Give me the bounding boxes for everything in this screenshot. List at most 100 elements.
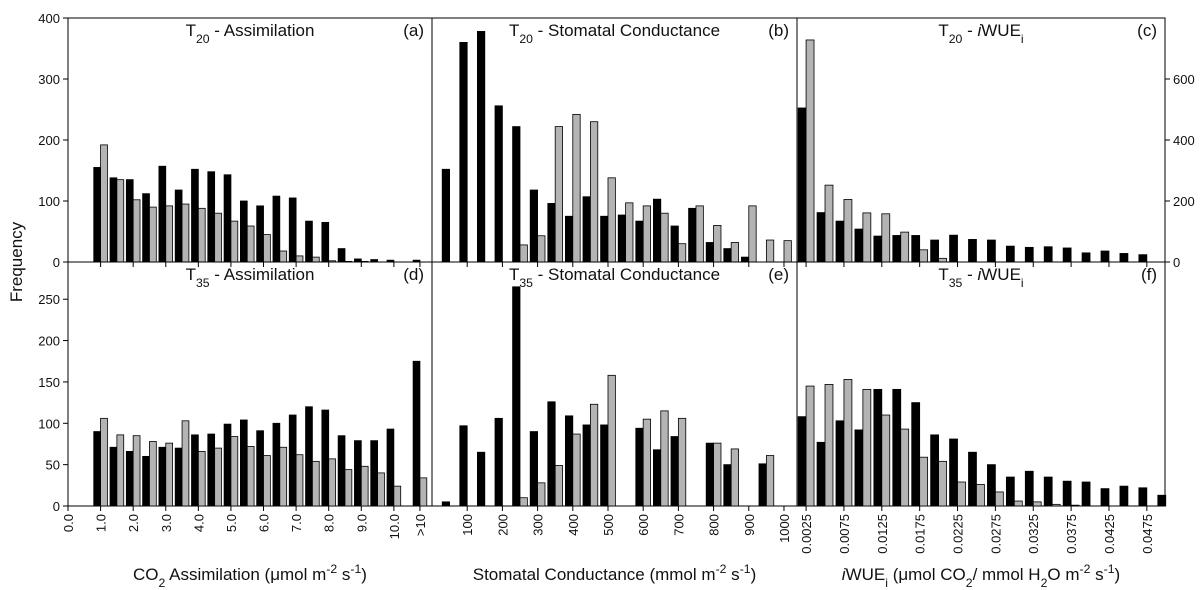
bar — [197, 451, 206, 507]
bar — [246, 225, 255, 263]
text-part: - Stomatal Conductance — [533, 265, 720, 284]
panel-title: T20 - Assimilation — [186, 21, 315, 46]
bar — [165, 205, 174, 263]
x-tick-label: 0.0425 — [1102, 514, 1117, 554]
bar — [223, 423, 232, 507]
bar — [191, 434, 199, 507]
text-part: (μmol CO — [888, 565, 966, 584]
bar — [519, 244, 528, 263]
bar — [256, 205, 264, 263]
x-tick-label: 700 — [671, 514, 686, 536]
bar — [207, 433, 216, 507]
bar — [116, 434, 125, 507]
bar — [938, 460, 947, 507]
bar — [377, 472, 385, 507]
text-part: 35 — [949, 276, 963, 290]
y-tick-label: 0 — [53, 499, 60, 514]
bar — [564, 415, 574, 507]
text-part: ) — [751, 565, 757, 584]
bar — [617, 214, 626, 263]
x-tick-label: >10 — [413, 514, 428, 536]
bar — [288, 414, 297, 507]
text-part: -1 — [350, 562, 361, 576]
text-part: -2 — [326, 562, 337, 576]
bar — [797, 107, 807, 263]
panel-title: T35 - iWUEi — [938, 265, 1023, 290]
text-part: WUE — [981, 265, 1021, 284]
bar — [589, 121, 599, 263]
bar — [419, 477, 428, 507]
x-axis-label: Stomatal Conductance (mmol m-2 s-1) — [473, 562, 757, 584]
bar — [181, 420, 190, 507]
bar — [949, 234, 958, 263]
bar — [214, 212, 222, 263]
bar — [816, 441, 826, 507]
y-tick-label: 400 — [38, 11, 60, 26]
panel-label: (d) — [403, 265, 424, 284]
y2-tick-label: 600 — [1173, 72, 1195, 87]
bar — [713, 442, 722, 507]
bar — [677, 417, 687, 507]
text-part: ) — [361, 565, 367, 584]
bar — [328, 458, 336, 507]
x-tick-label: 3.0 — [159, 514, 174, 532]
bar — [459, 42, 468, 263]
bar — [660, 410, 669, 507]
bar — [635, 220, 644, 263]
bar — [239, 419, 248, 507]
text-part: CO — [133, 565, 159, 584]
bar — [344, 469, 353, 507]
bar — [1032, 501, 1042, 507]
bar — [441, 168, 450, 263]
text-part: 20 — [519, 32, 533, 46]
bar — [723, 248, 732, 263]
bar — [843, 199, 853, 263]
x-tick-label: 6.0 — [257, 514, 272, 532]
bar — [873, 235, 883, 263]
text-part: s — [337, 565, 350, 584]
bar — [968, 239, 977, 263]
bar — [109, 446, 118, 507]
x-tick-label: 300 — [531, 514, 546, 536]
bar — [919, 456, 929, 507]
bar — [158, 165, 167, 263]
x-tick-label: 0.0275 — [988, 514, 1003, 554]
bar — [494, 105, 503, 263]
bar — [165, 442, 174, 507]
bar — [642, 418, 651, 507]
bar — [1119, 253, 1129, 263]
text-part: -1 — [740, 562, 751, 576]
y-tick-label: 250 — [38, 292, 60, 307]
bar — [207, 171, 216, 263]
panel-label: (c) — [1137, 21, 1157, 40]
text-part: O m — [1047, 565, 1079, 584]
bar — [197, 207, 206, 263]
bar — [142, 193, 150, 263]
bar — [246, 446, 255, 507]
y-tick-label: 150 — [38, 375, 60, 390]
bar — [740, 256, 750, 263]
y2-tick-label: 400 — [1173, 133, 1195, 148]
x-tick-label: 800 — [707, 514, 722, 536]
x-axis-label: iWUEi (μmol CO2/ mmol H2O m-2 s-1) — [842, 562, 1120, 590]
bar — [537, 235, 546, 263]
bar — [635, 427, 644, 507]
bar — [93, 167, 101, 263]
text-part: - Assimilation — [210, 21, 315, 40]
bar — [1043, 476, 1053, 507]
bar — [239, 200, 248, 263]
text-part: Assimilation (μmol m — [165, 565, 326, 584]
bar — [312, 460, 320, 507]
text-part: 2 — [1041, 576, 1048, 590]
x-tick-label: 8.0 — [322, 514, 337, 532]
bar — [263, 234, 271, 263]
bar — [142, 455, 150, 507]
text-part: - Assimilation — [210, 265, 315, 284]
bar — [824, 184, 834, 263]
bar — [1005, 245, 1015, 263]
text-part: - — [962, 21, 977, 40]
x-tick-label: 0.0375 — [1064, 514, 1079, 554]
panel-title: T20 - iWUEi — [938, 21, 1023, 46]
bar — [607, 177, 616, 263]
bar — [191, 168, 199, 263]
